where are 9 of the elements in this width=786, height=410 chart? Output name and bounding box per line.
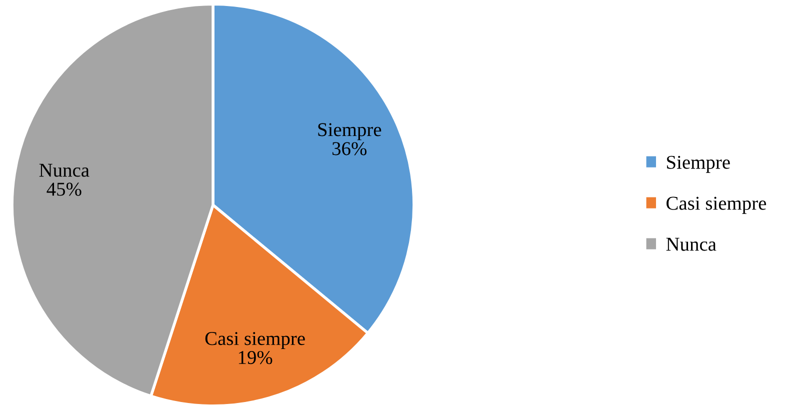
slice-label: Casi siempre bbox=[205, 332, 305, 350]
legend-label: Siempre bbox=[667, 156, 730, 173]
slice-label: Siempre bbox=[318, 123, 382, 140]
data-label: 45% bbox=[46, 182, 82, 196]
slice-label: Nunca bbox=[39, 164, 90, 177]
legend-label: Casi siempre bbox=[666, 196, 766, 214]
data-label: 19% bbox=[238, 350, 272, 364]
data-label: 36% bbox=[332, 142, 367, 156]
legend-label: Nunca bbox=[666, 238, 716, 251]
